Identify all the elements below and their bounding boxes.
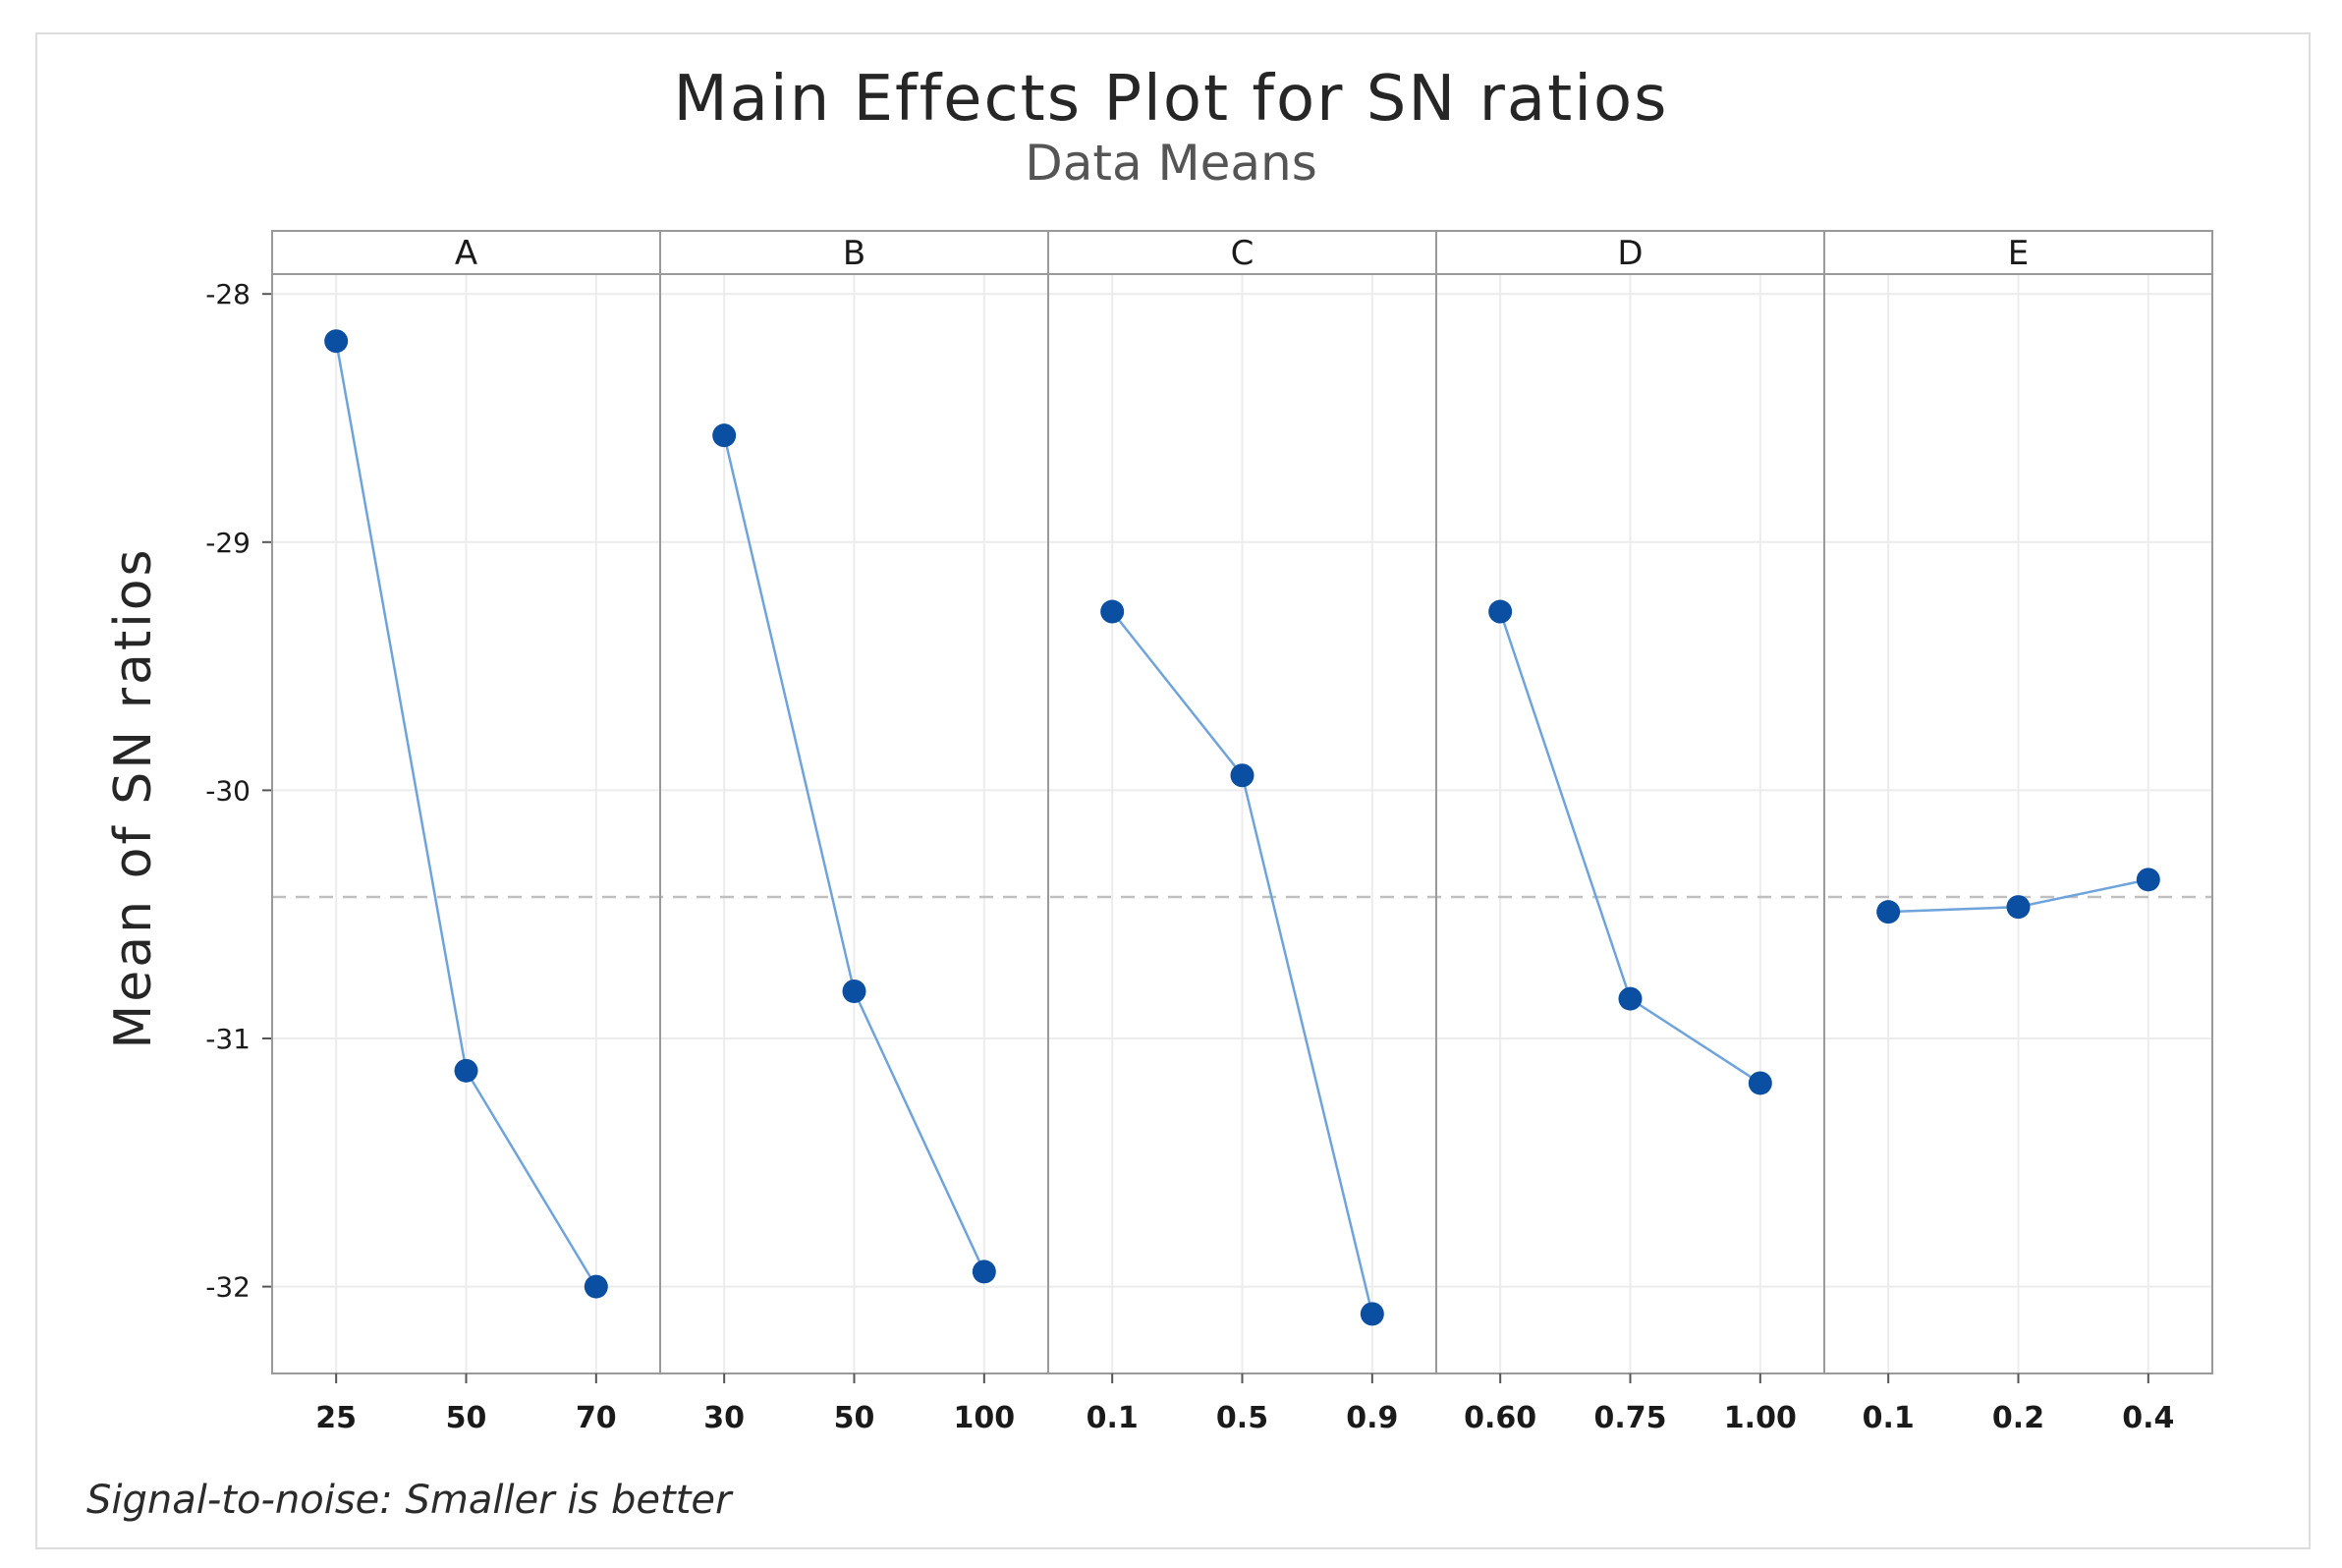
y-axis-label: Mean of SN ratios [104, 546, 163, 1048]
x-tick-label: 100 [954, 1401, 1016, 1435]
x-tick-label: 1.00 [1724, 1401, 1797, 1435]
panel-header [1435, 230, 1825, 275]
x-tick-label: 0.1 [1087, 1401, 1139, 1435]
data-point-c [1100, 599, 1125, 624]
y-tick-label: -31 [205, 1023, 251, 1055]
chart-subtitle: Data Means [1025, 135, 1317, 192]
plot-area: -28 -29 -30 -31 -32 A 25 50 70 B 30 50 100 C 0.1 0.5 0.9… [205, 230, 2213, 1435]
data-point-e [2136, 868, 2160, 892]
x-tick-label: 30 [703, 1401, 745, 1435]
chart-title: Main Effects Plot for SN ratios [673, 63, 1668, 136]
x-tick-label: 50 [446, 1401, 487, 1435]
x-tick-label: 25 [315, 1401, 357, 1435]
panel-header [1823, 230, 2213, 275]
y-tick-label: -30 [205, 774, 251, 807]
x-tick-label: 50 [834, 1401, 875, 1435]
data-point-b [842, 980, 866, 1004]
data-point-d [1488, 599, 1513, 624]
data-point-c [1230, 763, 1255, 788]
x-tick-label: 0.5 [1216, 1401, 1268, 1435]
data-point-b [712, 423, 737, 448]
y-tick-label: -28 [205, 278, 251, 310]
data-point-d [1748, 1071, 1772, 1095]
x-tick-label: 0.75 [1593, 1401, 1666, 1435]
panel-label-c: C [1231, 234, 1255, 273]
data-point-c [1360, 1302, 1384, 1326]
panel-header [659, 230, 1049, 275]
y-tick-label: -32 [205, 1271, 251, 1304]
data-point-e [2006, 895, 2031, 920]
x-tick-label: 0.60 [1464, 1401, 1536, 1435]
data-point-a [324, 329, 349, 354]
data-point-d [1618, 986, 1643, 1011]
y-tick-label: -29 [205, 527, 251, 559]
data-point-a [584, 1274, 608, 1299]
data-point-b [972, 1260, 996, 1284]
panel-label-d: D [1617, 234, 1643, 273]
data-point-e [1876, 900, 1901, 924]
x-tick-label: 70 [576, 1401, 617, 1435]
x-tick-label: 0.4 [2122, 1401, 2174, 1435]
x-tick-label: 0.9 [1346, 1401, 1398, 1435]
footnote: Signal-to-noise: Smaller is better [86, 1478, 734, 1523]
panel-label-a: A [455, 234, 477, 273]
panel-label-e: E [2008, 234, 2029, 273]
data-point-a [454, 1058, 478, 1083]
panel-label-b: B [843, 234, 865, 273]
x-tick-label: 0.2 [1992, 1401, 2044, 1435]
x-tick-label: 0.1 [1863, 1401, 1915, 1435]
